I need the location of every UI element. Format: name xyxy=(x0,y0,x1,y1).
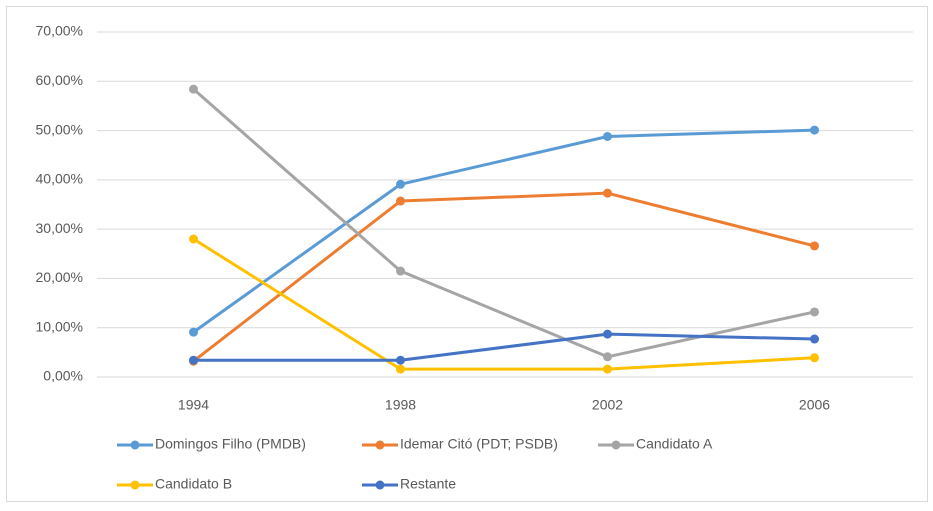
y-tick-label: 70,00% xyxy=(36,23,83,39)
y-tick-label: 50,00% xyxy=(36,121,83,137)
x-tick-label: 2006 xyxy=(799,397,830,413)
point xyxy=(396,355,405,365)
series-line xyxy=(192,128,815,334)
series-line xyxy=(193,332,815,362)
point xyxy=(396,179,405,189)
point xyxy=(189,355,198,365)
x-tick-label: 1994 xyxy=(178,397,209,413)
legend-marker xyxy=(375,440,385,450)
point xyxy=(396,364,405,374)
point xyxy=(189,327,198,337)
y-tick-label: 10,00% xyxy=(36,318,83,334)
point xyxy=(810,353,819,363)
point xyxy=(810,125,819,135)
point xyxy=(603,329,612,339)
x-tick-label: 1998 xyxy=(385,397,416,413)
legend-label: Idemar Citó (PDT; PSDB) xyxy=(400,436,558,452)
point xyxy=(810,334,819,344)
series-line xyxy=(192,88,815,359)
point xyxy=(189,84,198,94)
series-line xyxy=(192,191,815,363)
point xyxy=(603,131,612,141)
legend-marker xyxy=(375,480,385,490)
legend-label: Domingos Filho (PMDB) xyxy=(155,436,306,452)
legend-label: Candidato B xyxy=(155,476,232,492)
point xyxy=(810,241,819,251)
y-tick-label: 30,00% xyxy=(36,220,83,236)
point xyxy=(603,188,612,198)
point xyxy=(396,196,405,206)
legend-marker xyxy=(611,440,621,450)
y-tick-label: 40,00% xyxy=(36,171,83,187)
y-tick-label: 20,00% xyxy=(36,269,83,285)
legend-label: Restante xyxy=(400,476,456,492)
y-tick-label: 60,00% xyxy=(36,72,83,88)
legend-marker xyxy=(130,480,140,490)
point xyxy=(189,234,198,244)
point xyxy=(396,266,405,276)
chart-border xyxy=(6,6,928,502)
point xyxy=(603,352,612,362)
point xyxy=(603,364,612,374)
y-tick-label: 0,00% xyxy=(43,368,83,384)
point xyxy=(810,307,819,317)
legend-marker xyxy=(130,440,140,450)
x-tick-label: 2002 xyxy=(592,397,623,413)
legend-label: Candidato A xyxy=(636,436,713,452)
series-line xyxy=(192,237,815,371)
